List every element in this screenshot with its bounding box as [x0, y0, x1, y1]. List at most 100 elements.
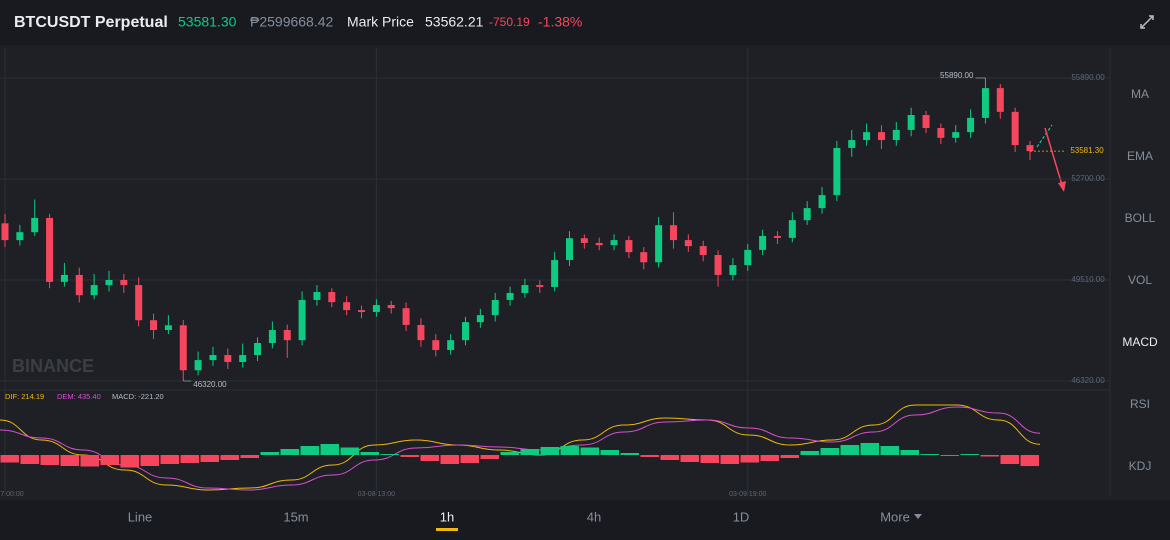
candle-body [788, 220, 796, 238]
histogram-bar [20, 455, 39, 464]
timeframe-tab[interactable]: 15m [283, 509, 308, 524]
candle-body [536, 285, 544, 287]
timeframe-tab[interactable]: Line [128, 509, 153, 524]
candle-body [996, 88, 1004, 112]
symbol[interactable]: BTCUSDT Perpetual [14, 14, 168, 31]
candle-body [447, 340, 455, 350]
histogram-bar [120, 455, 139, 468]
indicator-tab[interactable]: KDJ [1129, 459, 1152, 473]
timeframe-tab[interactable]: 1h [440, 509, 454, 524]
histogram-bar [960, 454, 979, 455]
candle-body [610, 240, 618, 246]
histogram-bar [440, 455, 459, 464]
candle-body [1011, 111, 1019, 146]
histogram-bar [360, 452, 379, 455]
histogram-bar [0, 455, 19, 463]
mark-label: Mark Price [347, 14, 414, 30]
annotation-arrows [1036, 124, 1066, 192]
macd-line [0, 406, 1041, 491]
low-marker: 46320.00 [193, 380, 227, 389]
candle-body [209, 355, 217, 361]
histogram-bar [220, 455, 239, 460]
candle-body [803, 208, 811, 221]
histogram-bar [240, 455, 259, 458]
histogram-bar [880, 446, 899, 455]
candle-body [179, 325, 187, 371]
expand-icon[interactable] [1140, 15, 1154, 29]
candle-body [952, 132, 960, 138]
histogram-bar [460, 455, 479, 463]
candle-body [120, 280, 128, 286]
candle-body [892, 129, 900, 141]
histogram-bar [620, 453, 639, 455]
candle-body [313, 292, 321, 300]
histogram-bar [820, 448, 839, 455]
histogram-bar [200, 455, 219, 462]
candle-body [432, 340, 440, 350]
histogram-bar [600, 450, 619, 455]
candle-body [967, 117, 975, 133]
chart-panel [0, 45, 1170, 500]
candle-body [417, 324, 425, 341]
histogram-bar [340, 447, 359, 455]
candle-body [937, 128, 945, 138]
candle-body [863, 132, 871, 141]
timeframe-tab[interactable]: 4h [587, 509, 601, 524]
high-marker: 55890.00 [940, 71, 974, 80]
histogram-bar [500, 452, 519, 455]
histogram-bar [860, 443, 879, 455]
candle-body [625, 240, 633, 253]
histogram-bar [180, 455, 199, 463]
histogram-bar [640, 455, 659, 457]
candle-body [981, 88, 989, 118]
change-pct: -1.38% [538, 14, 582, 30]
histogram-bar [560, 446, 579, 455]
candle-body [491, 299, 499, 316]
candle-body [551, 260, 559, 287]
candle-body [224, 355, 232, 363]
candle-body [818, 195, 826, 209]
indicator-tab[interactable]: VOL [1128, 273, 1152, 287]
indicator-tab[interactable]: RSI [1130, 397, 1150, 411]
candle-body [580, 238, 588, 243]
candle-body [239, 355, 247, 363]
indicator-tab[interactable]: MACD [1122, 335, 1158, 349]
histogram-bar [1020, 455, 1039, 467]
histogram-bar [280, 449, 299, 455]
candle-body [640, 252, 648, 263]
timeframe-tab[interactable]: 1D [733, 509, 750, 524]
y-tick-label: 49510.00 [1071, 275, 1105, 284]
candle-body [565, 238, 573, 261]
histogram-bar [140, 455, 159, 466]
candle-body [714, 254, 722, 275]
candle-body [298, 299, 306, 341]
mark-price: 53562.21 [425, 14, 484, 30]
histogram-bar [680, 455, 699, 462]
legend-entry: DIF: 214.19 [5, 392, 44, 401]
histogram-bar [740, 455, 759, 463]
candle-body [268, 330, 276, 344]
indicator-tab[interactable]: MA [1131, 87, 1149, 101]
histogram-bar [80, 455, 99, 467]
histogram-bar [380, 454, 399, 455]
timeframe-tab[interactable]: More [880, 509, 910, 524]
indicator-tab[interactable]: BOLL [1125, 211, 1156, 225]
candle-body [358, 310, 366, 312]
histogram-bar [540, 447, 559, 455]
candle-body [150, 320, 158, 331]
indicator-tab[interactable]: EMA [1127, 149, 1153, 163]
more-caret [914, 514, 922, 519]
histogram-bar [300, 446, 319, 455]
histogram-bar [760, 455, 779, 461]
legend-entry: DEM: 435.40 [57, 392, 101, 401]
x-tick-label: 03-07 00:00 [0, 491, 24, 498]
histogram-bar [800, 451, 819, 455]
histogram-bar [400, 455, 419, 457]
y-tick-label: 52700.00 [1071, 174, 1105, 183]
histogram-bar [320, 444, 339, 455]
histogram-bar [1000, 455, 1019, 464]
candle-body [402, 308, 410, 325]
candle-body [135, 285, 143, 321]
